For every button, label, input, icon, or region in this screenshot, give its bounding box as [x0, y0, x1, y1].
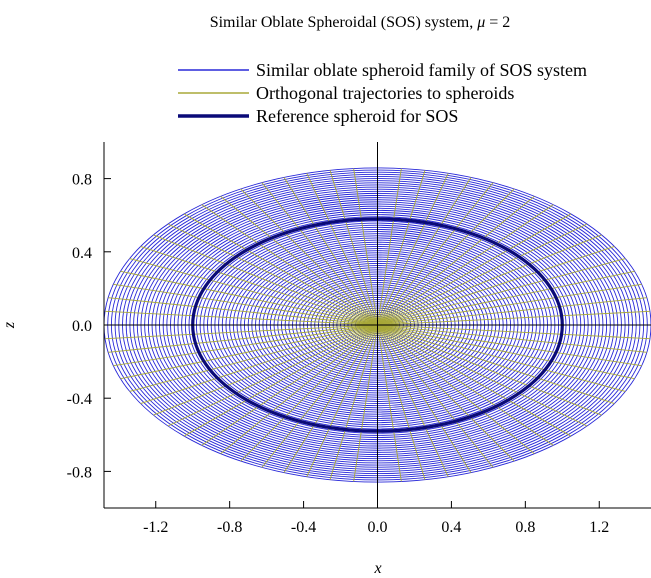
- x-axis-label: x: [373, 560, 381, 577]
- trajectory-curve: [353, 168, 378, 326]
- trajectory-curve: [183, 324, 378, 437]
- trajectory-curve: [353, 324, 378, 482]
- trajectory-curve: [377, 324, 402, 482]
- trajectory-curve: [377, 324, 535, 455]
- trajectory-curve: [377, 324, 588, 427]
- trajectory-curve: [220, 195, 378, 326]
- x-tick-label: -0.8: [217, 519, 242, 536]
- trajectory-curve: [240, 324, 378, 462]
- trajectory-curve: [377, 258, 626, 326]
- legend-label-orthogonal-trajectories: Orthogonal trajectories to spheroids: [256, 83, 514, 103]
- trajectory-curve: [108, 324, 378, 353]
- legend-label-spheroid-family: Similar oblate spheroid family of SOS sy…: [256, 60, 587, 80]
- trajectory-curve: [167, 324, 378, 427]
- trajectory-curve: [283, 177, 378, 326]
- trajectory-curve: [113, 283, 378, 326]
- trajectory-curve: [113, 324, 378, 367]
- trajectory-curve: [377, 213, 572, 326]
- trajectory-curve: [377, 188, 515, 326]
- trajectory-curve: [153, 234, 378, 326]
- y-tick-label: 0.0: [72, 318, 92, 335]
- y-tick-label: 0.8: [72, 172, 92, 189]
- trajectory-curve: [329, 324, 378, 480]
- trajectory-curve: [306, 173, 378, 326]
- trajectory-curve: [377, 324, 602, 416]
- trajectory-curve: [153, 324, 378, 416]
- trajectory-curve: [377, 324, 647, 353]
- x-axis-ticks: -1.2 -0.8 -0.4 0.0 0.4 0.8 1.2: [143, 501, 609, 536]
- legend-label-reference-spheroid: Reference spheroid for SOS: [256, 106, 458, 126]
- trajectory-curve: [105, 310, 378, 326]
- trajectory-curve: [329, 170, 378, 326]
- trajectory-curve: [377, 168, 402, 326]
- trajectory-curve: [377, 324, 494, 468]
- trajectory-curve: [377, 297, 647, 326]
- y-tick-label: -0.4: [67, 391, 92, 408]
- trajectory-curve: [105, 324, 378, 340]
- trajectory-curve: [240, 188, 378, 326]
- trajectory-curve: [377, 324, 635, 380]
- trajectory-curve: [377, 324, 554, 446]
- trajectory-curve: [120, 324, 378, 380]
- y-axis-ticks: -0.8 -0.4 0.0 0.4 0.8: [67, 172, 111, 481]
- trajectory-curve: [120, 270, 378, 326]
- trajectory-curve: [261, 182, 378, 326]
- trajectory-curve: [108, 297, 378, 326]
- trajectory-curve: [140, 324, 378, 404]
- trajectory-curve: [201, 204, 378, 326]
- zero-lines: [104, 142, 651, 508]
- trajectory-curve: [129, 258, 378, 326]
- x-tick-label: 0.0: [368, 519, 388, 536]
- trajectory-curve: [140, 246, 378, 326]
- legend: Similar oblate spheroid family of SOS sy…: [178, 60, 587, 126]
- trajectory-curve: [183, 213, 378, 326]
- trajectory-curve: [129, 324, 378, 392]
- trajectory-curve: [377, 182, 494, 326]
- trajectory-curve: [261, 324, 378, 468]
- trajectory-curve: [377, 324, 626, 392]
- trajectory-curve: [377, 223, 588, 326]
- trajectory-curve: [167, 223, 378, 326]
- trajectory-curve: [283, 324, 378, 473]
- trajectory-curve: [377, 195, 535, 326]
- trajectory-curve: [377, 234, 602, 326]
- trajectory-curve: [220, 324, 378, 455]
- trajectory-curve: [377, 324, 449, 477]
- trajectory-curve: [377, 324, 615, 404]
- y-axis-label: z: [1, 321, 18, 329]
- trajectory-curve: [377, 170, 426, 326]
- trajectory-curve: [377, 324, 650, 340]
- x-tick-label: 1.2: [589, 519, 609, 536]
- plot-area: [104, 142, 651, 508]
- trajectory-curve: [377, 324, 472, 473]
- trajectory-curve: [377, 283, 642, 326]
- trajectory-curve: [306, 324, 378, 477]
- trajectory-curve: [377, 324, 642, 367]
- y-tick-label: -0.8: [67, 464, 92, 481]
- x-tick-label: 0.4: [441, 519, 461, 536]
- trajectory-curve: [377, 246, 615, 326]
- x-tick-label: 0.8: [515, 519, 535, 536]
- y-tick-label: 0.4: [72, 245, 92, 262]
- trajectory-curve: [377, 310, 650, 326]
- chart-title-parameter-value: = 2: [489, 14, 510, 31]
- x-tick-label: -1.2: [143, 519, 168, 536]
- chart-title: Similar Oblate Spheroidal (SOS) system, μ…: [210, 14, 511, 31]
- chart-title-parameter-symbol: μ: [476, 14, 485, 31]
- trajectory-curve: [201, 324, 378, 446]
- trajectory-curve: [377, 177, 472, 326]
- trajectory-curve: [377, 324, 426, 480]
- trajectory-curve: [377, 270, 635, 326]
- trajectory-curve: [377, 204, 554, 326]
- trajectory-curve: [377, 173, 449, 326]
- x-tick-label: -0.4: [291, 519, 316, 536]
- chart-title-prefix: Similar Oblate Spheroidal (SOS) system,: [210, 14, 474, 31]
- trajectory-curve: [377, 324, 515, 462]
- trajectory-curve: [377, 324, 572, 437]
